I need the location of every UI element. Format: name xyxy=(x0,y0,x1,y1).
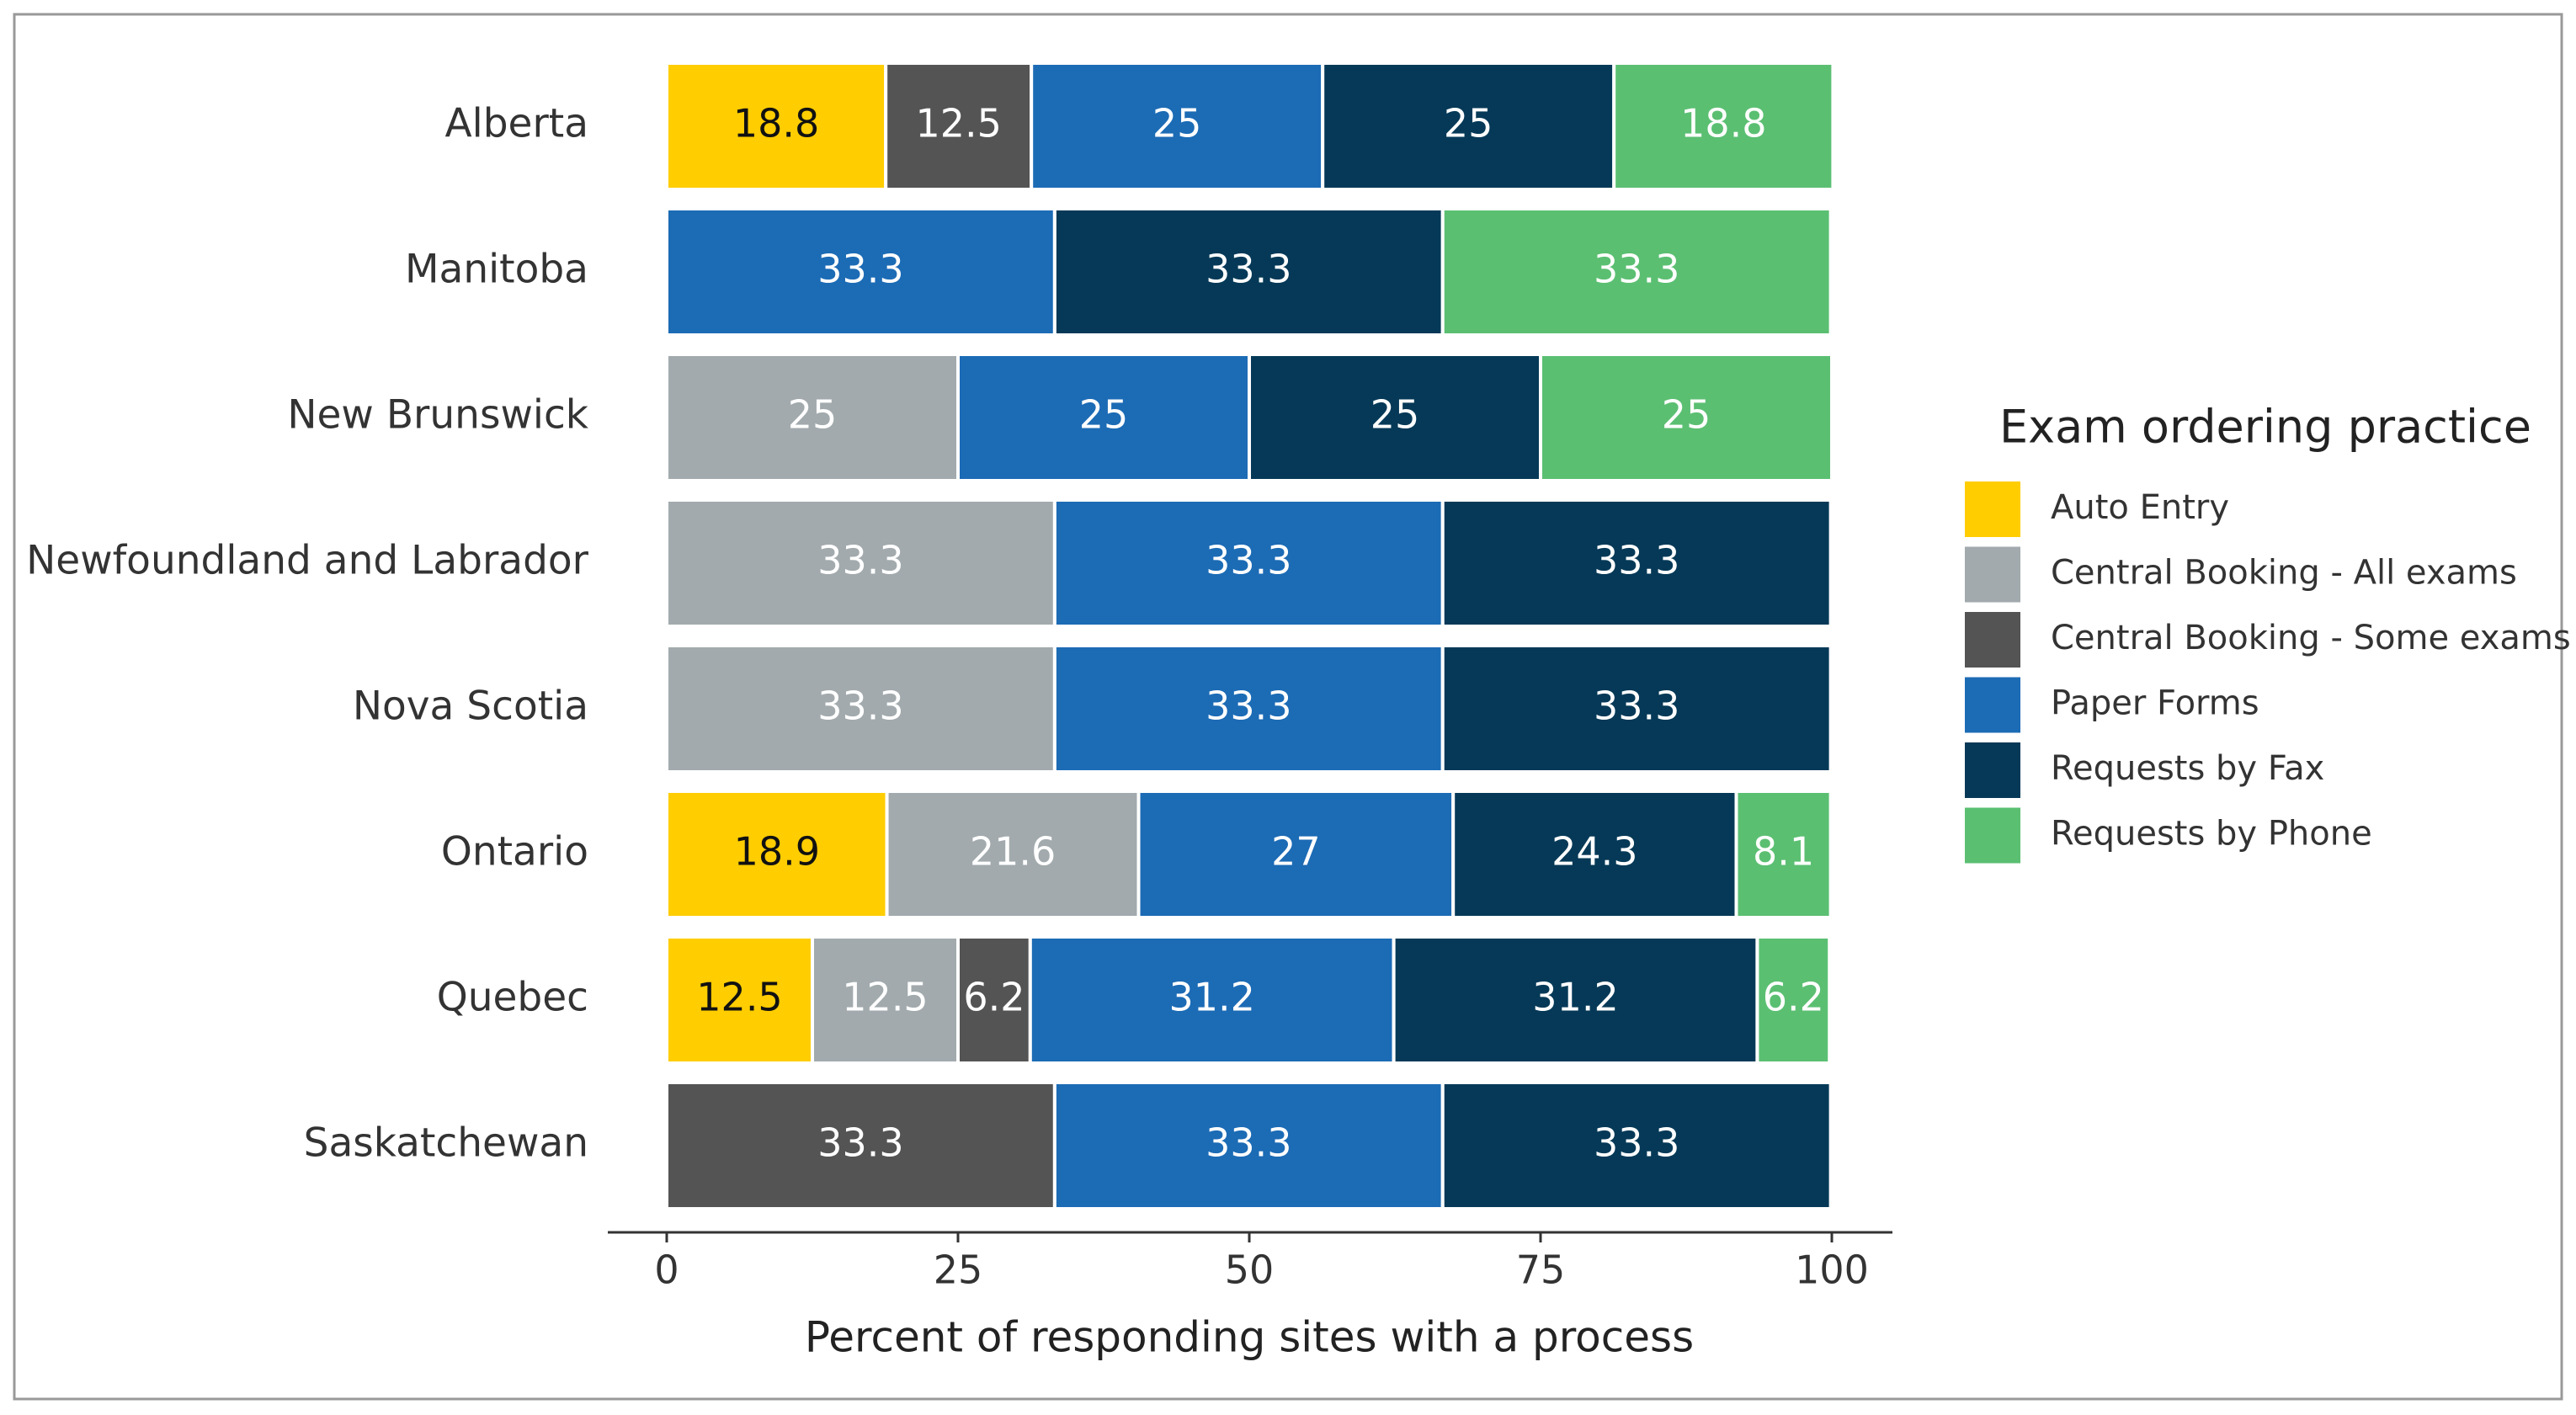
bar-segment xyxy=(1539,353,1834,482)
data-label: 8.1 xyxy=(1753,829,1814,875)
y-tick-label: Alberta xyxy=(444,101,588,147)
bar-segment xyxy=(1052,207,1445,337)
data-label: 33.3 xyxy=(817,1120,903,1166)
legend-swatch xyxy=(1965,481,2020,537)
bar-segment xyxy=(885,790,1141,919)
bar-segment xyxy=(665,644,1056,774)
y-tick-label: Ontario xyxy=(441,829,588,875)
y-tick-label: Nova Scotia xyxy=(353,684,588,730)
data-label: 31.2 xyxy=(1169,975,1255,1020)
legend-label: Central Booking - Some exams xyxy=(2051,619,2571,657)
data-label: 25 xyxy=(1079,392,1129,438)
data-label: 25 xyxy=(1370,392,1420,438)
y-tick-label: Newfoundland and Labrador xyxy=(26,538,589,584)
y-tick-label: Quebec xyxy=(437,975,588,1021)
y-tick-label: Manitoba xyxy=(405,247,588,293)
legend-label: Auto Entry xyxy=(2051,488,2229,527)
bar-segment xyxy=(1028,935,1396,1065)
bar-segment xyxy=(1755,935,1832,1065)
legend-label: Requests by Fax xyxy=(2051,749,2324,788)
bar-segment xyxy=(1248,353,1542,482)
data-label: 25 xyxy=(1152,101,1202,146)
x-axis-title: Percent of responding sites with a proce… xyxy=(805,1313,1694,1362)
legend-label: Requests by Phone xyxy=(2051,815,2372,854)
data-label: 6.2 xyxy=(963,975,1025,1020)
legend-swatch xyxy=(1965,612,2020,668)
legend-swatch xyxy=(1965,807,2020,864)
bar-segment xyxy=(1612,61,1835,191)
data-label: 18.9 xyxy=(734,829,820,875)
x-tick-label: 100 xyxy=(1795,1247,1869,1293)
data-label: 25 xyxy=(788,392,838,438)
data-label: 25 xyxy=(1662,392,1711,438)
y-tick-label: Saskatchewan xyxy=(304,1120,588,1167)
data-label: 24.3 xyxy=(1551,829,1637,875)
data-label: 6.2 xyxy=(1763,975,1824,1020)
bar-segment xyxy=(1734,790,1833,919)
bar-segment xyxy=(665,207,1056,337)
bar-segment xyxy=(1440,498,1833,628)
bar-segment xyxy=(956,353,1251,482)
data-label: 31.2 xyxy=(1532,975,1618,1020)
bar-segment xyxy=(665,353,960,482)
bar-segment xyxy=(665,498,1056,628)
data-label: 33.3 xyxy=(1206,247,1291,292)
bar-segment xyxy=(1440,1081,1833,1210)
bar-segment xyxy=(1440,207,1833,337)
data-label: 33.3 xyxy=(817,684,903,729)
x-tick-label: 0 xyxy=(654,1247,679,1293)
x-tick-label: 75 xyxy=(1516,1247,1566,1293)
legend-label: Paper Forms xyxy=(2051,684,2259,723)
bar-segment xyxy=(1321,61,1616,191)
y-tick-label: New Brunswick xyxy=(287,392,588,439)
legend-swatch xyxy=(1965,677,2020,733)
legend-title: Exam ordering practice xyxy=(1999,401,2531,454)
bar-segment xyxy=(665,1081,1056,1210)
bar-segment xyxy=(1451,790,1738,919)
bar-segment xyxy=(1392,935,1759,1065)
data-label: 33.3 xyxy=(817,247,903,292)
data-label: 27 xyxy=(1271,829,1321,875)
data-label: 18.8 xyxy=(733,101,819,146)
x-tick-label: 50 xyxy=(1225,1247,1275,1293)
bar-segment xyxy=(1440,644,1833,774)
data-label: 12.5 xyxy=(842,975,928,1020)
data-label: 12.5 xyxy=(915,101,1001,146)
data-label: 12.5 xyxy=(696,975,782,1020)
data-label: 33.3 xyxy=(1206,684,1291,729)
data-label: 33.3 xyxy=(1206,538,1291,583)
legend-label: Central Booking - All exams xyxy=(2051,554,2517,593)
bar-segment xyxy=(1052,644,1445,774)
bar-segment xyxy=(1052,1081,1445,1210)
bar-segment xyxy=(811,935,960,1065)
bar-segment xyxy=(1030,61,1325,191)
legend-swatch xyxy=(1965,546,2020,603)
data-label: 25 xyxy=(1444,101,1493,146)
data-label: 33.3 xyxy=(817,538,903,583)
legend-swatch xyxy=(1965,742,2020,798)
data-label: 18.8 xyxy=(1680,101,1766,146)
x-tick-label: 25 xyxy=(934,1247,983,1293)
bar-segment xyxy=(956,935,1032,1065)
data-label: 33.3 xyxy=(1594,247,1679,292)
data-label: 21.6 xyxy=(970,829,1056,875)
data-label: 33.3 xyxy=(1594,538,1679,583)
data-label: 33.3 xyxy=(1206,1120,1291,1166)
data-label: 33.3 xyxy=(1594,1120,1679,1166)
data-label: 33.3 xyxy=(1594,684,1679,729)
